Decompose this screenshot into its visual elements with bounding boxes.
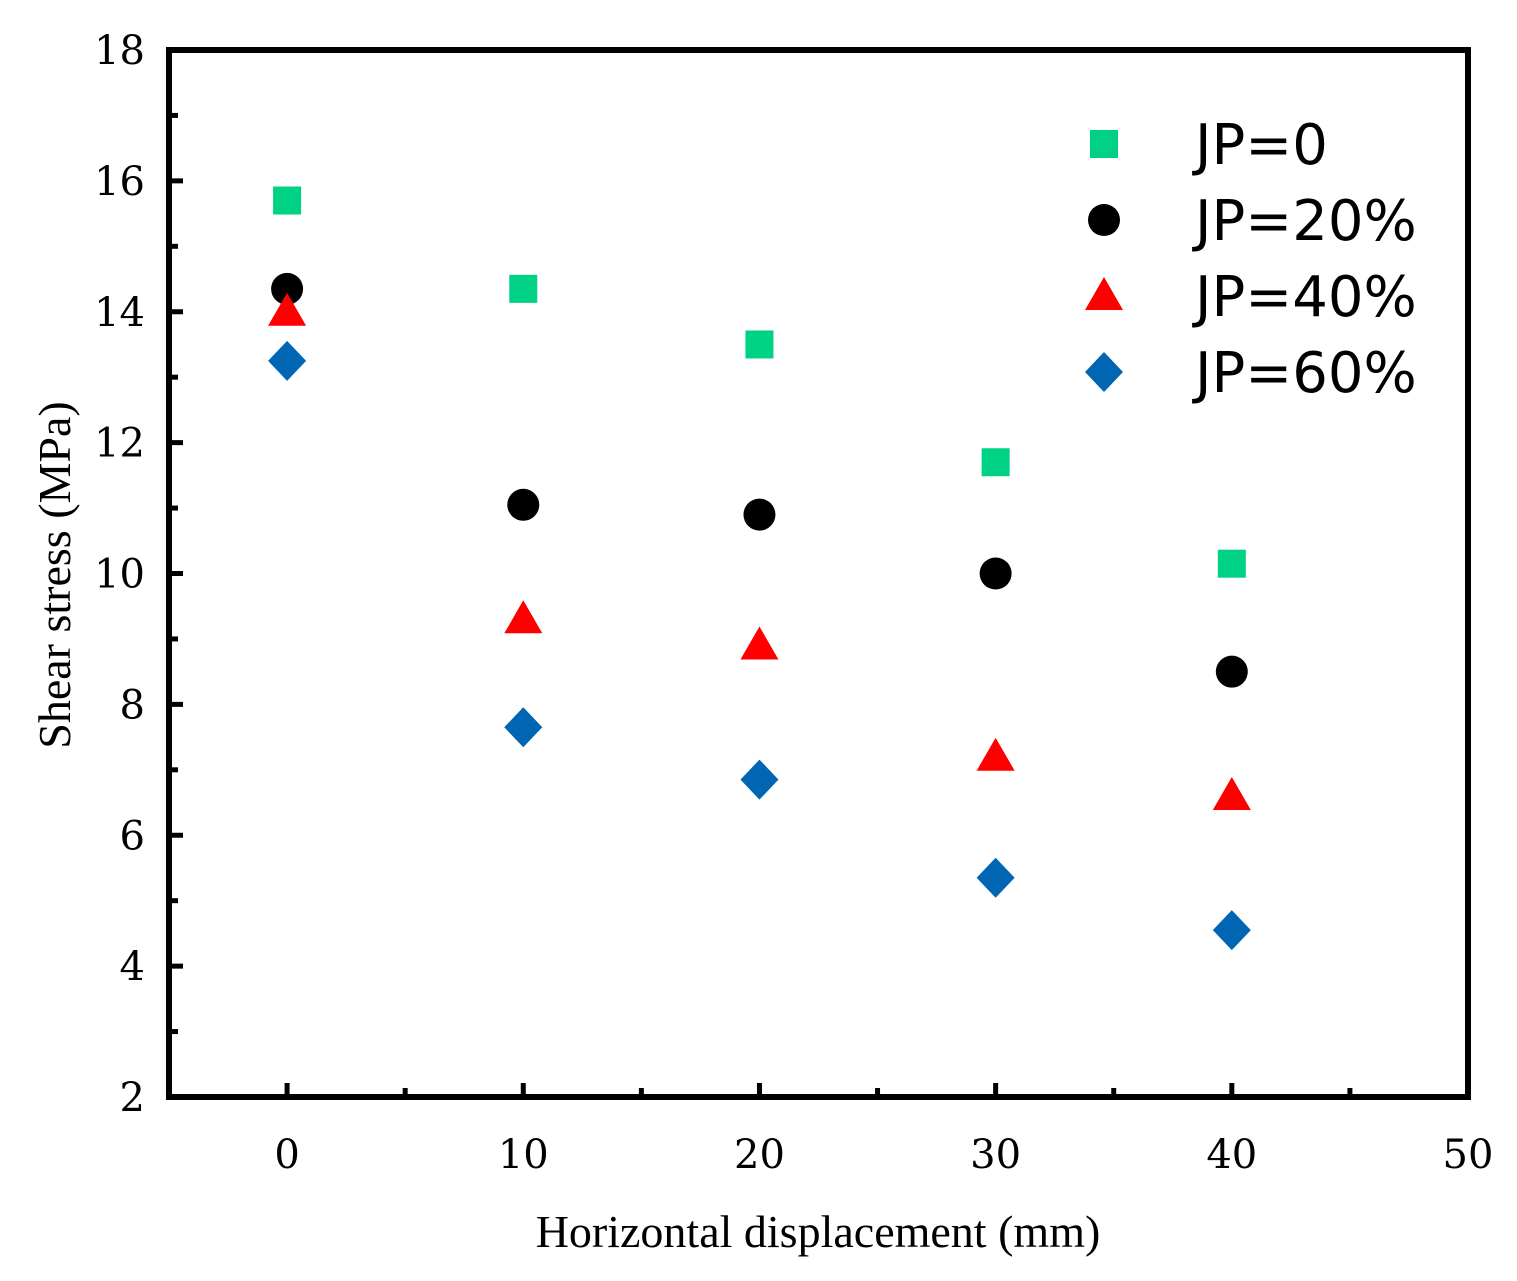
x-tick-label: 0 [274,1132,299,1178]
legend-marker-3 [1085,277,1123,310]
data-point-series-1-1 [273,186,302,215]
data-point-series-2-5 [1215,655,1248,688]
data-point-series-4-2 [504,707,543,748]
y-tick-label: 16 [94,159,145,205]
data-point-series-1-4 [981,448,1010,477]
data-point-series-4-5 [1212,910,1251,951]
x-tick-label: 20 [734,1132,785,1178]
y-axis-title: Shear stress (MPa) [29,401,80,749]
axes [166,47,1471,1100]
legend-label-1: JP=0 [1192,113,1328,178]
data-point-series-3-2 [504,600,543,634]
data-point-series-1-5 [1217,549,1246,578]
data-point-series-3-3 [740,626,779,660]
y-tick-label: 18 [94,28,145,74]
x-tick-label: 40 [1206,1132,1257,1178]
data-point-series-2-2 [507,488,540,521]
x-tick-label: 30 [970,1132,1021,1178]
data-point-series-1-2 [509,274,538,303]
data-point-series-3-1 [268,292,307,326]
y-tick-label: 6 [120,813,145,859]
x-axis-title: Horizontal displacement (mm) [536,1206,1101,1257]
y-tick-label: 2 [120,1075,145,1121]
tick-labels: 0 10 20 30 40 50 2 4 6 8 10 12 14 16 18 [94,28,1493,1178]
data-point-series-2-1 [271,272,304,305]
x-tick-label: 10 [498,1132,549,1178]
y-tick-label: 12 [94,421,145,467]
data-point-series-3-5 [1212,776,1251,810]
data-point-series-4-4 [976,857,1015,898]
data-point-series-1-3 [745,330,774,359]
legend-label-4: JP=60% [1192,341,1417,406]
y-tick-label: 8 [120,682,145,728]
y-tick-label: 4 [120,944,145,990]
y-tick-label: 10 [94,552,145,598]
x-tick-label: 50 [1443,1132,1494,1178]
data-marks [268,186,1251,951]
data-point-series-3-4 [976,737,1015,771]
data-point-series-4-1 [268,340,307,381]
data-point-series-2-3 [743,498,776,531]
legend-marker-4 [1085,352,1123,392]
data-point-series-4-3 [740,759,779,800]
legend: JP=0 JP=20% JP=40% JP=60% [1085,113,1417,406]
legend-label-2: JP=20% [1192,189,1417,254]
legend-marker-2 [1088,204,1120,236]
data-point-series-2-4 [979,557,1012,590]
y-tick-label: 14 [94,290,145,336]
legend-marker-1 [1090,130,1118,158]
legend-label-3: JP=40% [1192,265,1417,330]
